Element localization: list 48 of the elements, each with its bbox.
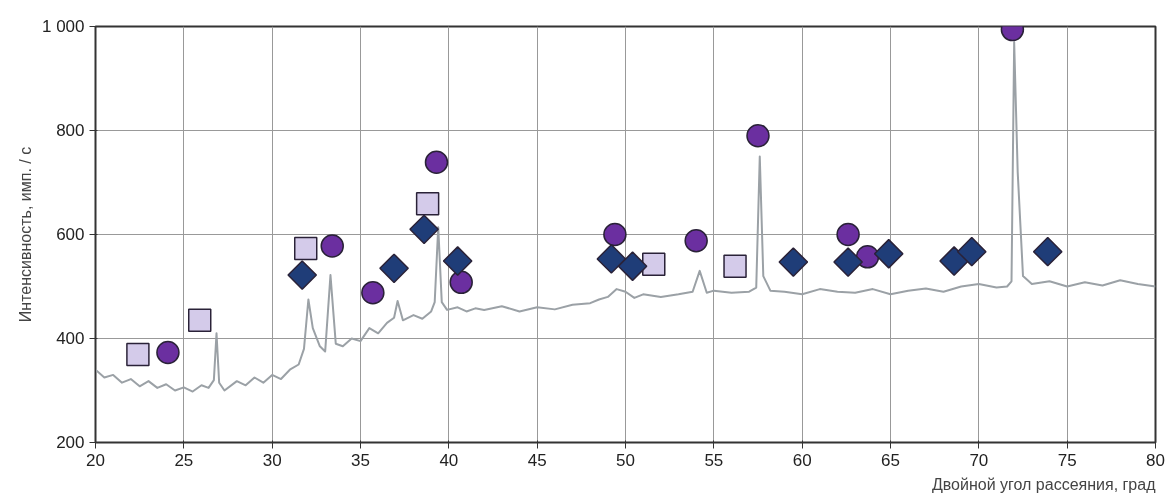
x-axis-title: Двойной угол рассеяния, град — [931, 475, 1157, 493]
point — [156, 340, 180, 365]
point — [379, 253, 409, 284]
point — [617, 251, 648, 282]
x-tick-label: 20 — [86, 450, 105, 470]
point — [873, 238, 904, 269]
point — [1032, 236, 1063, 267]
point — [293, 236, 318, 261]
point — [449, 270, 473, 295]
point — [361, 281, 385, 305]
point — [723, 254, 747, 278]
y-tick-label: 400 — [56, 329, 85, 348]
y-tick-label: 1 000 — [41, 17, 85, 36]
point — [778, 247, 809, 277]
x-tick-label: 35 — [351, 450, 370, 470]
point — [684, 229, 708, 253]
point — [642, 252, 666, 276]
x-tick-label: 45 — [527, 450, 547, 470]
line-series — [95, 41, 1156, 393]
x-tick-label: 60 — [792, 450, 812, 470]
y-tick-label: 800 — [56, 121, 85, 140]
point — [833, 247, 863, 277]
point — [836, 222, 860, 247]
x-tick-label: 25 — [174, 450, 194, 470]
x-tick-label: 55 — [704, 450, 724, 470]
y-tick-label: 600 — [56, 225, 85, 244]
point — [956, 236, 987, 267]
x-tick-label: 80 — [1146, 450, 1165, 470]
point — [603, 222, 627, 247]
x-tick-label: 70 — [969, 450, 989, 470]
point — [442, 246, 473, 276]
x-tick-label: 40 — [439, 450, 459, 470]
point — [320, 234, 344, 258]
x-tick-label: 75 — [1057, 450, 1077, 470]
x-tick-label: 65 — [881, 450, 900, 470]
point — [409, 214, 439, 245]
point — [126, 342, 150, 367]
x-tick-label: 50 — [616, 450, 635, 470]
point — [287, 260, 318, 290]
x-tick-label: 30 — [262, 450, 282, 470]
y-tick-label: 200 — [56, 433, 85, 452]
y-axis-title: Интенсивность, имп. / с — [16, 146, 34, 323]
point — [596, 244, 627, 274]
point — [424, 150, 449, 174]
point — [415, 192, 440, 216]
point — [746, 123, 770, 148]
point — [939, 246, 969, 276]
point — [187, 308, 212, 333]
